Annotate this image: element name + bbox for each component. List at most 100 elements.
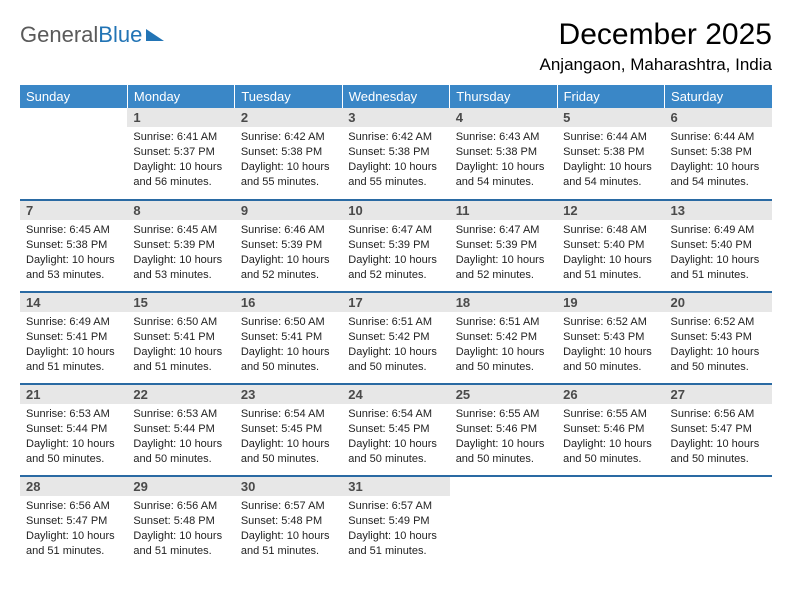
day-number: 7 [20,201,127,220]
daylight-line: Daylight: 10 hours and 50 minutes. [456,437,551,467]
calendar-cell: 16Sunrise: 6:50 AMSunset: 5:41 PMDayligh… [235,292,342,384]
calendar-cell: 4Sunrise: 6:43 AMSunset: 5:38 PMDaylight… [450,108,557,200]
calendar-row: 1Sunrise: 6:41 AMSunset: 5:37 PMDaylight… [20,108,772,200]
day-details: Sunrise: 6:44 AMSunset: 5:38 PMDaylight:… [557,127,664,193]
weekday-header: Saturday [665,85,772,108]
sunrise-line: Sunrise: 6:51 AM [456,315,551,330]
sunset-line: Sunset: 5:45 PM [348,422,443,437]
day-number: 13 [665,201,772,220]
sunset-line: Sunset: 5:41 PM [26,330,121,345]
calendar-row: 14Sunrise: 6:49 AMSunset: 5:41 PMDayligh… [20,292,772,384]
weekday-header: Tuesday [235,85,342,108]
day-number: 6 [665,108,772,127]
day-number: 31 [342,477,449,496]
calendar-row: 21Sunrise: 6:53 AMSunset: 5:44 PMDayligh… [20,384,772,476]
sunrise-line: Sunrise: 6:45 AM [26,223,121,238]
day-details: Sunrise: 6:49 AMSunset: 5:41 PMDaylight:… [20,312,127,378]
sunrise-line: Sunrise: 6:56 AM [133,499,228,514]
sunset-line: Sunset: 5:38 PM [26,238,121,253]
day-details: Sunrise: 6:55 AMSunset: 5:46 PMDaylight:… [557,404,664,470]
title-block: December 2025 Anjangaon, Maharashtra, In… [540,18,773,75]
calendar-cell: 29Sunrise: 6:56 AMSunset: 5:48 PMDayligh… [127,476,234,568]
weekday-header: Sunday [20,85,127,108]
calendar-cell: 18Sunrise: 6:51 AMSunset: 5:42 PMDayligh… [450,292,557,384]
sunset-line: Sunset: 5:42 PM [348,330,443,345]
day-number: 14 [20,293,127,312]
calendar-cell: 14Sunrise: 6:49 AMSunset: 5:41 PMDayligh… [20,292,127,384]
day-number: 10 [342,201,449,220]
daylight-line: Daylight: 10 hours and 51 minutes. [348,529,443,559]
sunset-line: Sunset: 5:38 PM [456,145,551,160]
calendar-cell: 17Sunrise: 6:51 AMSunset: 5:42 PMDayligh… [342,292,449,384]
sunrise-line: Sunrise: 6:55 AM [456,407,551,422]
sunset-line: Sunset: 5:39 PM [456,238,551,253]
daylight-line: Daylight: 10 hours and 54 minutes. [456,160,551,190]
sunrise-line: Sunrise: 6:46 AM [241,223,336,238]
weekday-header: Thursday [450,85,557,108]
sunrise-line: Sunrise: 6:56 AM [26,499,121,514]
sunrise-line: Sunrise: 6:53 AM [133,407,228,422]
sunrise-line: Sunrise: 6:50 AM [133,315,228,330]
sunset-line: Sunset: 5:38 PM [348,145,443,160]
day-number: 29 [127,477,234,496]
sunrise-line: Sunrise: 6:57 AM [348,499,443,514]
daylight-line: Daylight: 10 hours and 51 minutes. [241,529,336,559]
calendar-cell: 30Sunrise: 6:57 AMSunset: 5:48 PMDayligh… [235,476,342,568]
day-number: 22 [127,385,234,404]
calendar-body: 1Sunrise: 6:41 AMSunset: 5:37 PMDaylight… [20,108,772,568]
sunset-line: Sunset: 5:45 PM [241,422,336,437]
day-number: 2 [235,108,342,127]
sunrise-line: Sunrise: 6:56 AM [671,407,766,422]
calendar-cell [20,108,127,200]
sunset-line: Sunset: 5:46 PM [563,422,658,437]
sunset-line: Sunset: 5:40 PM [563,238,658,253]
sunrise-line: Sunrise: 6:41 AM [133,130,228,145]
day-details: Sunrise: 6:54 AMSunset: 5:45 PMDaylight:… [342,404,449,470]
day-number: 30 [235,477,342,496]
sunset-line: Sunset: 5:38 PM [563,145,658,160]
calendar-cell: 24Sunrise: 6:54 AMSunset: 5:45 PMDayligh… [342,384,449,476]
daylight-line: Daylight: 10 hours and 54 minutes. [563,160,658,190]
daylight-line: Daylight: 10 hours and 51 minutes. [671,253,766,283]
daylight-line: Daylight: 10 hours and 50 minutes. [26,437,121,467]
calendar-cell: 23Sunrise: 6:54 AMSunset: 5:45 PMDayligh… [235,384,342,476]
sunset-line: Sunset: 5:38 PM [671,145,766,160]
day-details: Sunrise: 6:56 AMSunset: 5:47 PMDaylight:… [665,404,772,470]
day-details: Sunrise: 6:56 AMSunset: 5:47 PMDaylight:… [20,496,127,562]
sunset-line: Sunset: 5:49 PM [348,514,443,529]
daylight-line: Daylight: 10 hours and 55 minutes. [241,160,336,190]
daylight-line: Daylight: 10 hours and 50 minutes. [348,437,443,467]
weekday-header: Wednesday [342,85,449,108]
calendar-cell: 19Sunrise: 6:52 AMSunset: 5:43 PMDayligh… [557,292,664,384]
day-number: 16 [235,293,342,312]
sunrise-line: Sunrise: 6:54 AM [348,407,443,422]
calendar-cell: 13Sunrise: 6:49 AMSunset: 5:40 PMDayligh… [665,200,772,292]
day-details: Sunrise: 6:41 AMSunset: 5:37 PMDaylight:… [127,127,234,193]
calendar-cell: 20Sunrise: 6:52 AMSunset: 5:43 PMDayligh… [665,292,772,384]
calendar-cell [450,476,557,568]
calendar-cell: 1Sunrise: 6:41 AMSunset: 5:37 PMDaylight… [127,108,234,200]
day-number: 11 [450,201,557,220]
calendar-cell: 3Sunrise: 6:42 AMSunset: 5:38 PMDaylight… [342,108,449,200]
calendar-table: SundayMondayTuesdayWednesdayThursdayFrid… [20,85,772,568]
day-details: Sunrise: 6:44 AMSunset: 5:38 PMDaylight:… [665,127,772,193]
sunset-line: Sunset: 5:40 PM [671,238,766,253]
daylight-line: Daylight: 10 hours and 50 minutes. [671,345,766,375]
calendar-cell: 9Sunrise: 6:46 AMSunset: 5:39 PMDaylight… [235,200,342,292]
calendar-cell: 26Sunrise: 6:55 AMSunset: 5:46 PMDayligh… [557,384,664,476]
day-details: Sunrise: 6:57 AMSunset: 5:48 PMDaylight:… [235,496,342,562]
sunset-line: Sunset: 5:39 PM [241,238,336,253]
sunrise-line: Sunrise: 6:50 AM [241,315,336,330]
logo-text-gray: General [20,22,98,48]
day-details: Sunrise: 6:42 AMSunset: 5:38 PMDaylight:… [342,127,449,193]
day-details: Sunrise: 6:48 AMSunset: 5:40 PMDaylight:… [557,220,664,286]
daylight-line: Daylight: 10 hours and 52 minutes. [348,253,443,283]
day-number: 3 [342,108,449,127]
sunrise-line: Sunrise: 6:44 AM [671,130,766,145]
day-number: 17 [342,293,449,312]
day-details: Sunrise: 6:47 AMSunset: 5:39 PMDaylight:… [342,220,449,286]
logo: GeneralBlue [20,18,164,48]
daylight-line: Daylight: 10 hours and 50 minutes. [671,437,766,467]
day-number: 21 [20,385,127,404]
daylight-line: Daylight: 10 hours and 53 minutes. [26,253,121,283]
